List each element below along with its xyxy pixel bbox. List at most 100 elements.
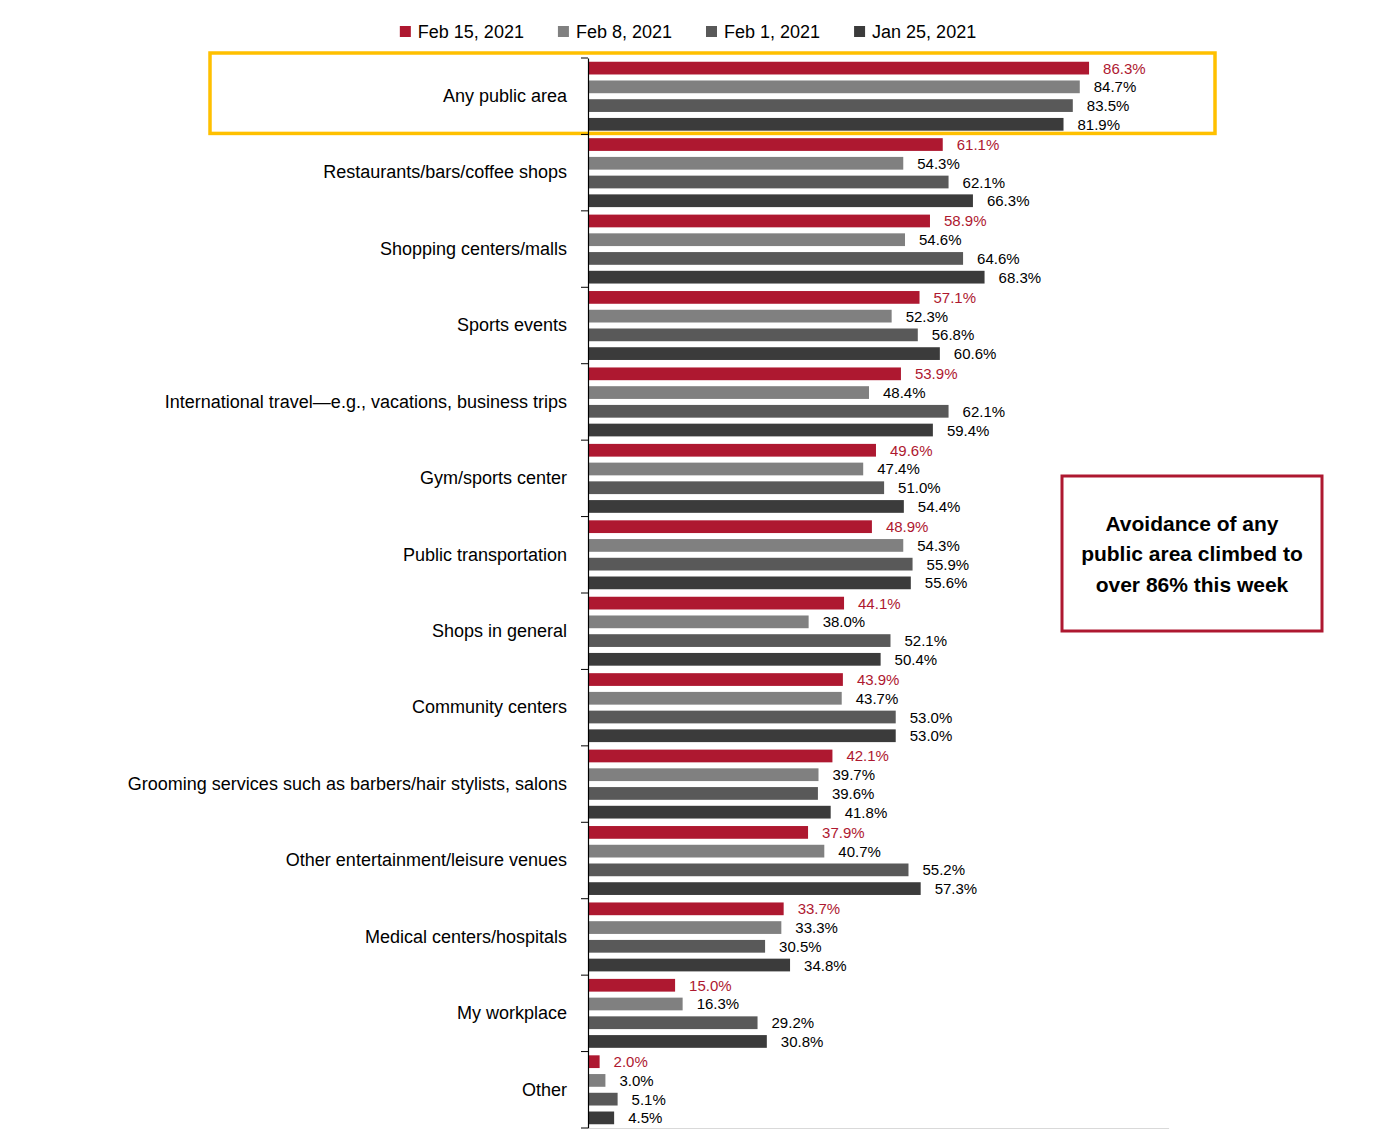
data-label: 86.3% <box>1103 60 1146 77</box>
annotation-line: Avoidance of any <box>1105 512 1278 535</box>
y-tick: Grooming services such as barbers/hair s… <box>128 774 588 794</box>
bar <box>588 1055 600 1068</box>
separator-tick <box>581 58 588 59</box>
y-tick: Restaurants/bars/coffee shops <box>323 162 588 182</box>
bar <box>588 347 940 360</box>
y-tick: Other entertainment/leisure venues <box>286 850 588 870</box>
separator-tick <box>581 363 588 364</box>
data-label: 49.6% <box>890 442 933 459</box>
legend-label: Feb 1, 2021 <box>724 22 820 42</box>
data-label: 54.6% <box>919 231 962 248</box>
data-label: 15.0% <box>689 977 732 994</box>
data-label: 30.5% <box>779 938 822 955</box>
bar <box>588 424 933 437</box>
separator-tick <box>581 210 588 211</box>
bar <box>588 902 784 915</box>
y-tick-label: Other <box>522 1080 567 1100</box>
bar <box>588 176 949 189</box>
y-axis-line <box>588 59 589 1129</box>
bar <box>588 328 918 341</box>
bar <box>588 1074 605 1087</box>
bar <box>588 768 818 781</box>
legend-swatch <box>706 26 717 37</box>
legend-swatch <box>558 26 569 37</box>
bar <box>588 291 920 304</box>
data-label: 66.3% <box>987 192 1030 209</box>
y-tick: My workplace <box>457 1003 588 1023</box>
bar <box>588 500 904 513</box>
bar <box>588 62 1089 75</box>
bar <box>588 252 963 265</box>
data-label: 84.7% <box>1094 78 1137 95</box>
bar <box>588 367 901 380</box>
annotation-line: public area climbed to <box>1081 542 1303 565</box>
annotation-text: Avoidance of any public area climbed to ov… <box>1081 512 1303 596</box>
bar <box>588 99 1073 112</box>
data-label: 44.1% <box>858 595 901 612</box>
bar <box>588 271 985 284</box>
data-label: 43.7% <box>856 690 899 707</box>
bar <box>588 959 790 972</box>
data-label: 61.1% <box>957 136 1000 153</box>
legend-item: Feb 15, 2021 <box>400 22 524 42</box>
legend-label: Jan 25, 2021 <box>872 22 976 42</box>
bar <box>588 863 908 876</box>
y-tick-label: Grooming services such as barbers/hair s… <box>128 774 567 794</box>
bar <box>588 615 809 628</box>
data-label: 53.0% <box>910 727 953 744</box>
data-label: 47.4% <box>877 460 920 477</box>
bar <box>588 577 911 590</box>
data-label: 62.1% <box>963 403 1006 420</box>
data-label: 33.3% <box>795 919 838 936</box>
data-label: 4.5% <box>628 1109 662 1126</box>
bar <box>588 233 905 246</box>
data-label: 51.0% <box>898 479 941 496</box>
bar <box>588 310 892 323</box>
separator-tick <box>581 593 588 594</box>
bar <box>588 1035 767 1048</box>
legend-label: Feb 15, 2021 <box>418 22 524 42</box>
annotation-box <box>1062 476 1322 631</box>
data-label: 54.4% <box>918 498 961 515</box>
y-tick-label: International travel—e.g., vacations, bu… <box>165 392 567 412</box>
category-separators <box>581 58 588 1128</box>
separator-tick <box>581 745 588 746</box>
data-label: 68.3% <box>999 269 1042 286</box>
data-label: 54.3% <box>917 155 960 172</box>
bar <box>588 463 863 476</box>
data-label: 60.6% <box>954 345 997 362</box>
bar <box>588 481 884 494</box>
bar <box>588 711 896 724</box>
bar <box>588 157 903 170</box>
legend-label: Feb 8, 2021 <box>576 22 672 42</box>
bar <box>588 597 844 610</box>
bar <box>588 80 1080 93</box>
annotation-line: over 86% this week <box>1096 573 1289 596</box>
bar <box>588 405 949 418</box>
data-label: 50.4% <box>895 651 938 668</box>
y-tick-label: Shopping centers/malls <box>380 239 567 259</box>
bar <box>588 940 765 953</box>
legend-item: Feb 1, 2021 <box>706 22 820 42</box>
bar <box>588 118 1064 131</box>
data-label: 37.9% <box>822 824 865 841</box>
y-tick: Shops in general <box>432 621 588 641</box>
bar <box>588 194 973 207</box>
legend: Feb 15, 2021 Feb 8, 2021 Feb 1, 2021 Jan 25… <box>400 22 976 42</box>
data-label: 42.1% <box>846 747 889 764</box>
bar <box>588 520 872 533</box>
y-tick: Medical centers/hospitals <box>365 927 588 947</box>
bar <box>588 979 675 992</box>
y-tick-label: Any public area <box>443 86 568 106</box>
bar <box>588 845 824 858</box>
bar <box>588 1093 618 1106</box>
data-label: 39.7% <box>832 766 875 783</box>
data-label: 40.7% <box>838 843 881 860</box>
separator-tick <box>581 440 588 441</box>
y-tick: Community centers <box>412 697 588 717</box>
bar <box>588 558 913 571</box>
data-label: 16.3% <box>697 995 740 1012</box>
bar <box>588 998 683 1011</box>
data-label: 55.6% <box>925 574 968 591</box>
data-label: 48.9% <box>886 518 929 535</box>
